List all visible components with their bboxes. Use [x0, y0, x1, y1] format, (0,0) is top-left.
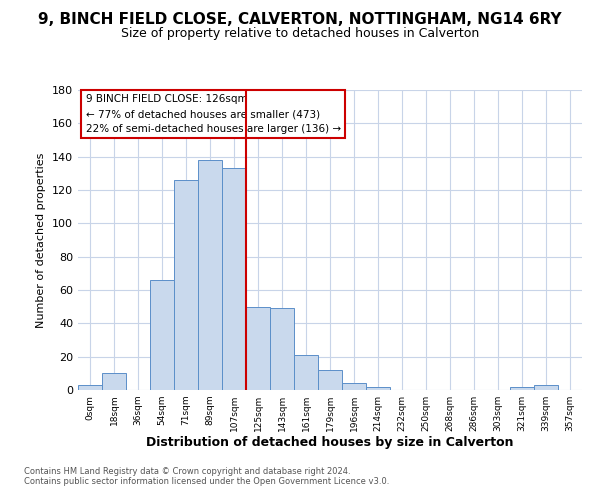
Text: 9 BINCH FIELD CLOSE: 126sqm
← 77% of detached houses are smaller (473)
22% of se: 9 BINCH FIELD CLOSE: 126sqm ← 77% of det… — [86, 94, 341, 134]
Bar — [318, 370, 342, 390]
Bar — [78, 385, 102, 390]
Bar — [246, 306, 270, 390]
Bar — [510, 386, 534, 390]
Bar — [294, 355, 318, 390]
Bar — [270, 308, 294, 390]
Bar — [342, 384, 366, 390]
Text: 9, BINCH FIELD CLOSE, CALVERTON, NOTTINGHAM, NG14 6RY: 9, BINCH FIELD CLOSE, CALVERTON, NOTTING… — [38, 12, 562, 28]
Bar — [534, 385, 558, 390]
Text: Contains HM Land Registry data © Crown copyright and database right 2024.: Contains HM Land Registry data © Crown c… — [24, 467, 350, 476]
Text: Contains public sector information licensed under the Open Government Licence v3: Contains public sector information licen… — [24, 477, 389, 486]
Text: Size of property relative to detached houses in Calverton: Size of property relative to detached ho… — [121, 28, 479, 40]
Bar — [198, 160, 222, 390]
Bar — [102, 374, 126, 390]
Bar — [222, 168, 246, 390]
Text: Distribution of detached houses by size in Calverton: Distribution of detached houses by size … — [146, 436, 514, 449]
Bar — [150, 280, 174, 390]
Bar — [366, 386, 390, 390]
Y-axis label: Number of detached properties: Number of detached properties — [37, 152, 46, 328]
Bar — [174, 180, 198, 390]
